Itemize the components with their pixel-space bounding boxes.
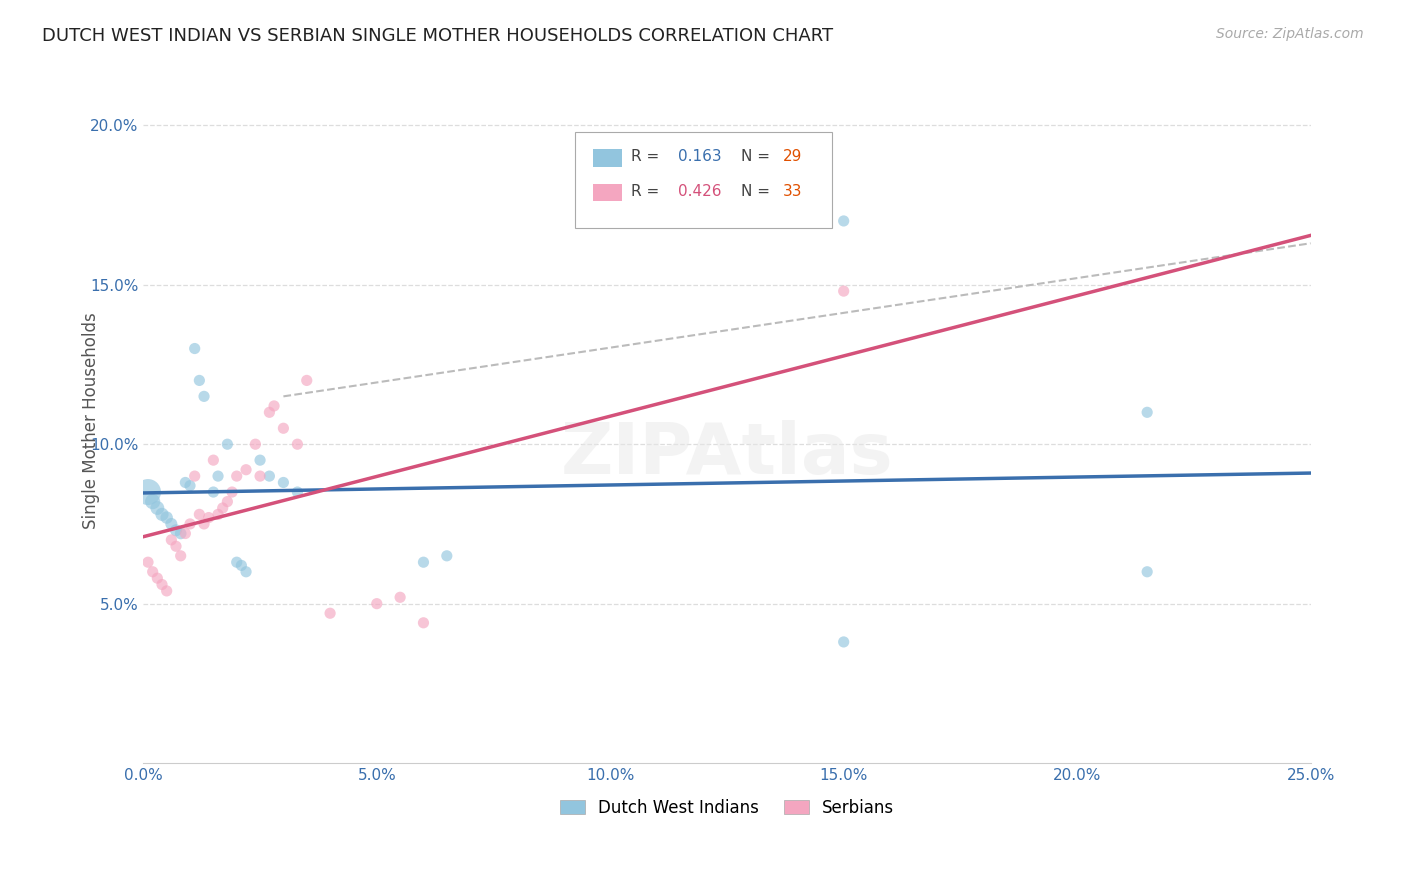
Point [160, 533, 183, 547]
Point [160, 516, 183, 531]
Point [217, 437, 239, 451]
Text: 0.163: 0.163 [678, 150, 721, 164]
Point [170, 526, 193, 541]
Point [389, 591, 412, 605]
Point [165, 539, 187, 553]
Point [197, 510, 219, 524]
Point [295, 373, 318, 387]
Text: 29: 29 [783, 150, 803, 164]
Point [142, 565, 165, 579]
Point [156, 510, 179, 524]
Point [366, 597, 388, 611]
Text: 0.426: 0.426 [678, 184, 721, 199]
Point [165, 524, 187, 538]
Point [193, 516, 215, 531]
Point [174, 475, 197, 490]
Point [259, 469, 281, 483]
Point [150, 508, 173, 522]
Point [832, 214, 855, 228]
Point [207, 469, 229, 483]
Point [235, 565, 257, 579]
Point [1136, 565, 1159, 579]
Point [207, 508, 229, 522]
Point [273, 421, 295, 435]
Point [136, 485, 159, 500]
Point [183, 469, 205, 483]
Point [188, 508, 211, 522]
Point [146, 500, 169, 515]
Point [136, 555, 159, 569]
Point [436, 549, 458, 563]
Point [287, 485, 309, 500]
FancyBboxPatch shape [593, 184, 621, 201]
Point [221, 485, 243, 500]
Point [319, 606, 342, 620]
FancyBboxPatch shape [593, 150, 621, 167]
Point [174, 526, 197, 541]
Point [217, 494, 239, 508]
Point [231, 558, 253, 573]
Point [146, 571, 169, 585]
Point [259, 405, 281, 419]
Point [225, 555, 247, 569]
Point [211, 500, 233, 515]
FancyBboxPatch shape [575, 132, 832, 228]
Text: N =: N = [741, 150, 775, 164]
Text: Source: ZipAtlas.com: Source: ZipAtlas.com [1216, 27, 1364, 41]
Point [150, 577, 173, 591]
Text: DUTCH WEST INDIAN VS SERBIAN SINGLE MOTHER HOUSEHOLDS CORRELATION CHART: DUTCH WEST INDIAN VS SERBIAN SINGLE MOTH… [42, 27, 834, 45]
Point [179, 516, 201, 531]
Point [183, 342, 205, 356]
Text: Single Mother Households: Single Mother Households [82, 312, 100, 529]
Point [202, 485, 225, 500]
Text: R =: R = [631, 150, 665, 164]
Text: 33: 33 [783, 184, 803, 199]
Point [225, 469, 247, 483]
Point [142, 494, 165, 508]
Point [832, 635, 855, 649]
Point [245, 437, 267, 451]
Text: ZIPAtlas: ZIPAtlas [561, 420, 893, 489]
Point [170, 549, 193, 563]
Legend: Dutch West Indians, Serbians: Dutch West Indians, Serbians [553, 792, 901, 823]
Text: R =: R = [631, 184, 665, 199]
Point [156, 583, 179, 598]
Point [188, 373, 211, 387]
Text: N =: N = [741, 184, 775, 199]
Point [179, 478, 201, 492]
Point [412, 555, 434, 569]
Point [249, 453, 271, 467]
Point [273, 475, 295, 490]
Point [287, 437, 309, 451]
Point [263, 399, 285, 413]
Point [1136, 405, 1159, 419]
Point [193, 389, 215, 403]
Point [412, 615, 434, 630]
Point [832, 284, 855, 298]
Point [235, 463, 257, 477]
Point [202, 453, 225, 467]
Point [249, 469, 271, 483]
